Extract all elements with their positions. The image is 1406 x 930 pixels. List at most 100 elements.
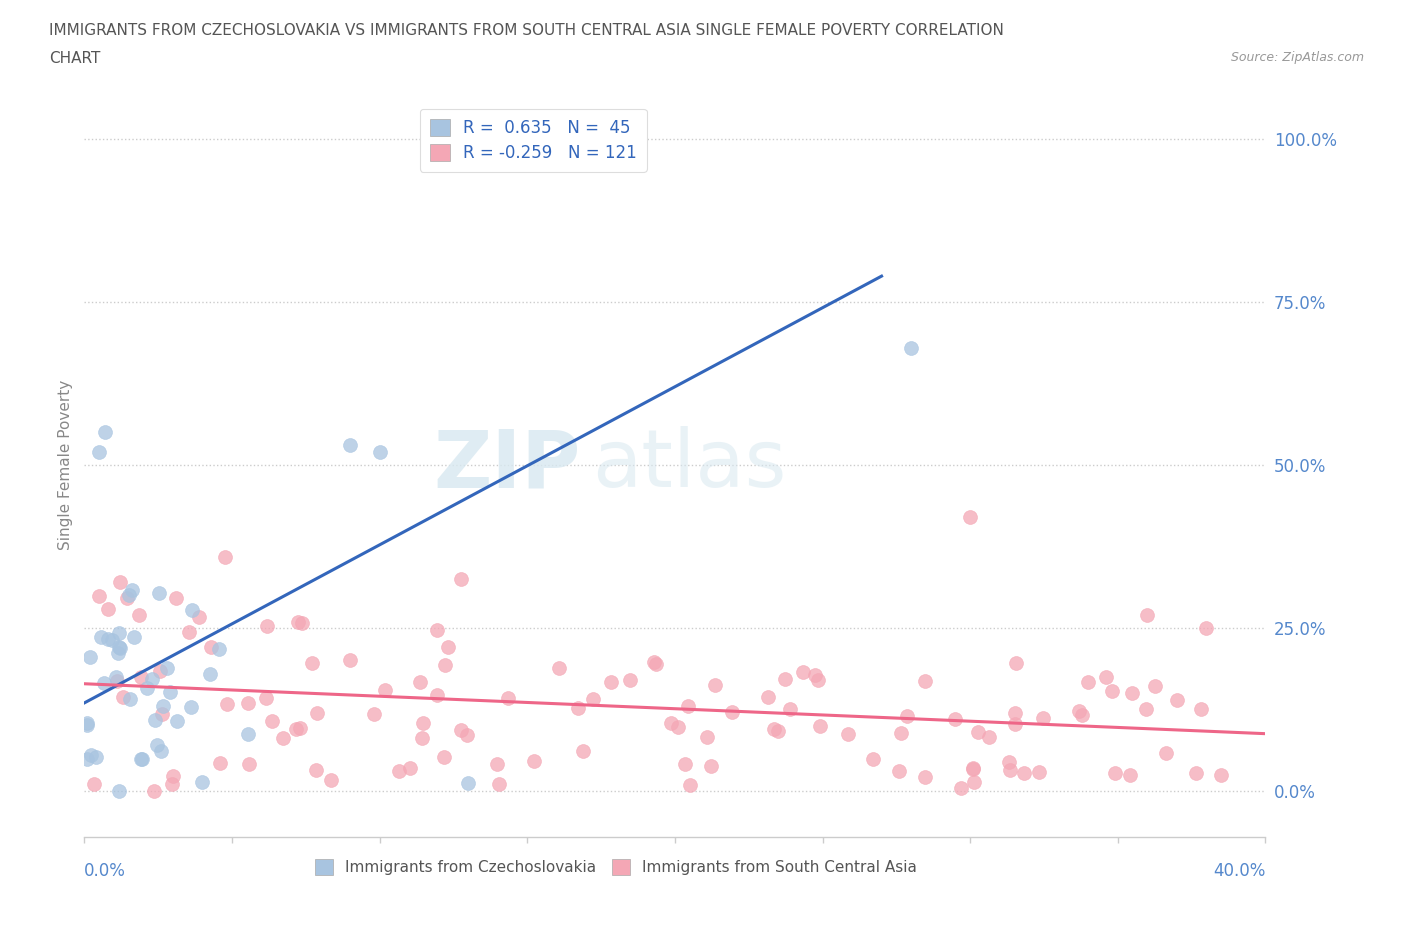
Point: [105, 674, 128, 689]
Point: [1077, 674, 1099, 689]
Point: [143, 713, 166, 728]
Point: [1004, 705, 1026, 720]
Point: [76, 751, 98, 766]
Point: [963, 775, 986, 790]
Point: [209, 756, 232, 771]
Text: atlas: atlas: [592, 426, 786, 504]
Text: ZIP: ZIP: [433, 426, 581, 504]
Point: [136, 681, 159, 696]
Point: [339, 438, 361, 453]
Point: [779, 702, 801, 717]
Point: [950, 780, 973, 795]
Point: [1028, 764, 1050, 779]
Point: [101, 632, 124, 647]
Point: [84, 750, 107, 764]
Point: [486, 756, 509, 771]
Point: [1185, 766, 1208, 781]
Point: [200, 640, 222, 655]
Point: [450, 723, 472, 737]
Point: [149, 664, 172, 679]
Point: [914, 674, 936, 689]
Point: [108, 575, 131, 590]
Point: [188, 609, 211, 624]
Point: [79, 650, 101, 665]
Point: [166, 713, 188, 728]
Point: [304, 763, 326, 777]
Point: [1101, 684, 1123, 698]
Point: [488, 777, 510, 791]
Point: [177, 625, 200, 640]
Point: [773, 671, 796, 686]
Point: [807, 672, 830, 687]
Point: [1156, 746, 1178, 761]
Point: [411, 731, 433, 746]
Point: [1067, 703, 1090, 718]
Point: [217, 698, 239, 712]
Point: [115, 591, 138, 605]
Point: [943, 711, 966, 726]
Point: [1189, 701, 1212, 716]
Point: [679, 777, 702, 792]
Point: [572, 744, 595, 759]
Point: [108, 641, 131, 656]
Point: [287, 615, 309, 630]
Point: [561, 151, 583, 166]
Point: [105, 670, 128, 684]
Point: [141, 671, 163, 686]
Point: [890, 726, 912, 741]
Point: [236, 696, 259, 711]
Point: [643, 654, 665, 669]
Point: [1004, 656, 1026, 671]
Point: [1135, 701, 1157, 716]
Point: [107, 784, 129, 799]
Point: [143, 784, 166, 799]
Point: [339, 653, 361, 668]
Point: [159, 684, 181, 699]
Point: [107, 640, 129, 655]
Point: [676, 698, 699, 713]
Point: [582, 692, 605, 707]
Point: [200, 666, 222, 681]
Point: [1118, 768, 1140, 783]
Point: [149, 744, 172, 759]
Point: [301, 656, 323, 671]
Point: [388, 764, 411, 779]
Point: [256, 618, 278, 633]
Point: [321, 773, 343, 788]
Y-axis label: Single Female Poverty: Single Female Poverty: [58, 379, 73, 551]
Point: [93, 675, 115, 690]
Point: [661, 715, 683, 730]
Point: [979, 729, 1001, 744]
Point: [1166, 693, 1188, 708]
Point: [1104, 765, 1126, 780]
Point: [889, 764, 911, 778]
Point: [108, 626, 131, 641]
Point: [619, 672, 641, 687]
Point: [457, 776, 479, 790]
Point: [156, 660, 179, 675]
Point: [150, 706, 173, 721]
Point: [1195, 620, 1218, 635]
Text: 40.0%: 40.0%: [1213, 862, 1265, 880]
Text: 0.0%: 0.0%: [84, 862, 127, 880]
Point: [129, 670, 152, 684]
Point: [426, 622, 449, 637]
Point: [87, 445, 111, 459]
Point: [696, 729, 718, 744]
Point: [305, 706, 328, 721]
Point: [152, 698, 174, 713]
Point: [148, 586, 170, 601]
Point: [165, 591, 187, 606]
Text: CHART: CHART: [49, 51, 101, 66]
Point: [496, 690, 519, 705]
Point: [1136, 607, 1159, 622]
Point: [146, 737, 169, 752]
Point: [76, 715, 98, 730]
Point: [704, 678, 727, 693]
Point: [673, 756, 696, 771]
Point: [645, 657, 668, 671]
Point: [236, 726, 259, 741]
Point: [434, 658, 457, 672]
Point: [900, 340, 922, 355]
Point: [966, 724, 988, 739]
